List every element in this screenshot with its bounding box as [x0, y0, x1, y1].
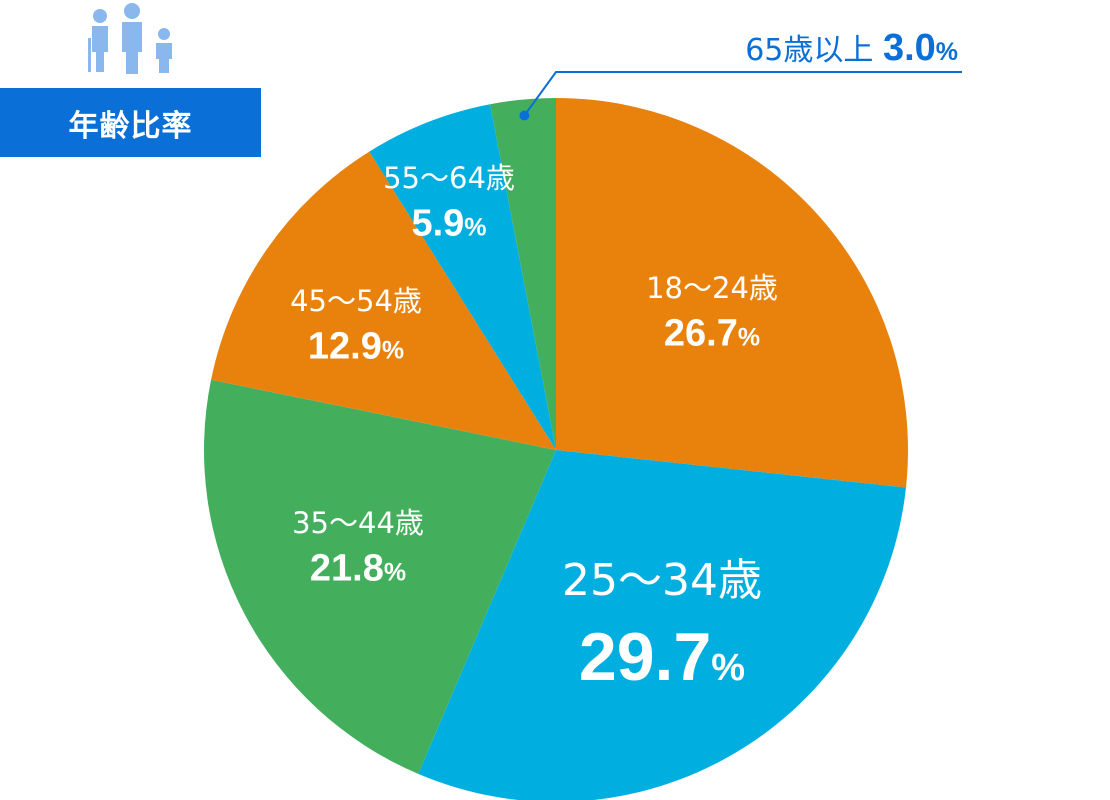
slice-label: 45〜54歳 [290, 284, 422, 318]
slice-value: 5.9% [411, 203, 486, 245]
chart-title: 年齢比率 [68, 108, 193, 144]
pie-slice [369, 104, 556, 450]
pie-slice [211, 151, 556, 450]
slice-label: 55〜64歳 [383, 161, 515, 195]
slice-label: 25〜34歳 [562, 555, 762, 606]
callout-line [523, 71, 962, 117]
slice-value: 26.7% [664, 313, 760, 355]
pie-slice [490, 98, 556, 450]
slice-value: 21.8% [310, 548, 406, 590]
pie-slice [556, 98, 908, 488]
callout-label: 65歳以上 3.0% [745, 27, 958, 69]
pie-slice [203, 379, 556, 774]
people-family-icon [88, 3, 172, 74]
slice-value: 29.7% [579, 619, 745, 695]
slice-label: 18〜24歳 [646, 271, 778, 305]
chart-title-box: 年齢比率 [0, 88, 261, 157]
slice-value: 12.9% [308, 326, 404, 368]
slice-label: 35〜44歳 [292, 506, 424, 540]
pie-slice [418, 450, 906, 800]
